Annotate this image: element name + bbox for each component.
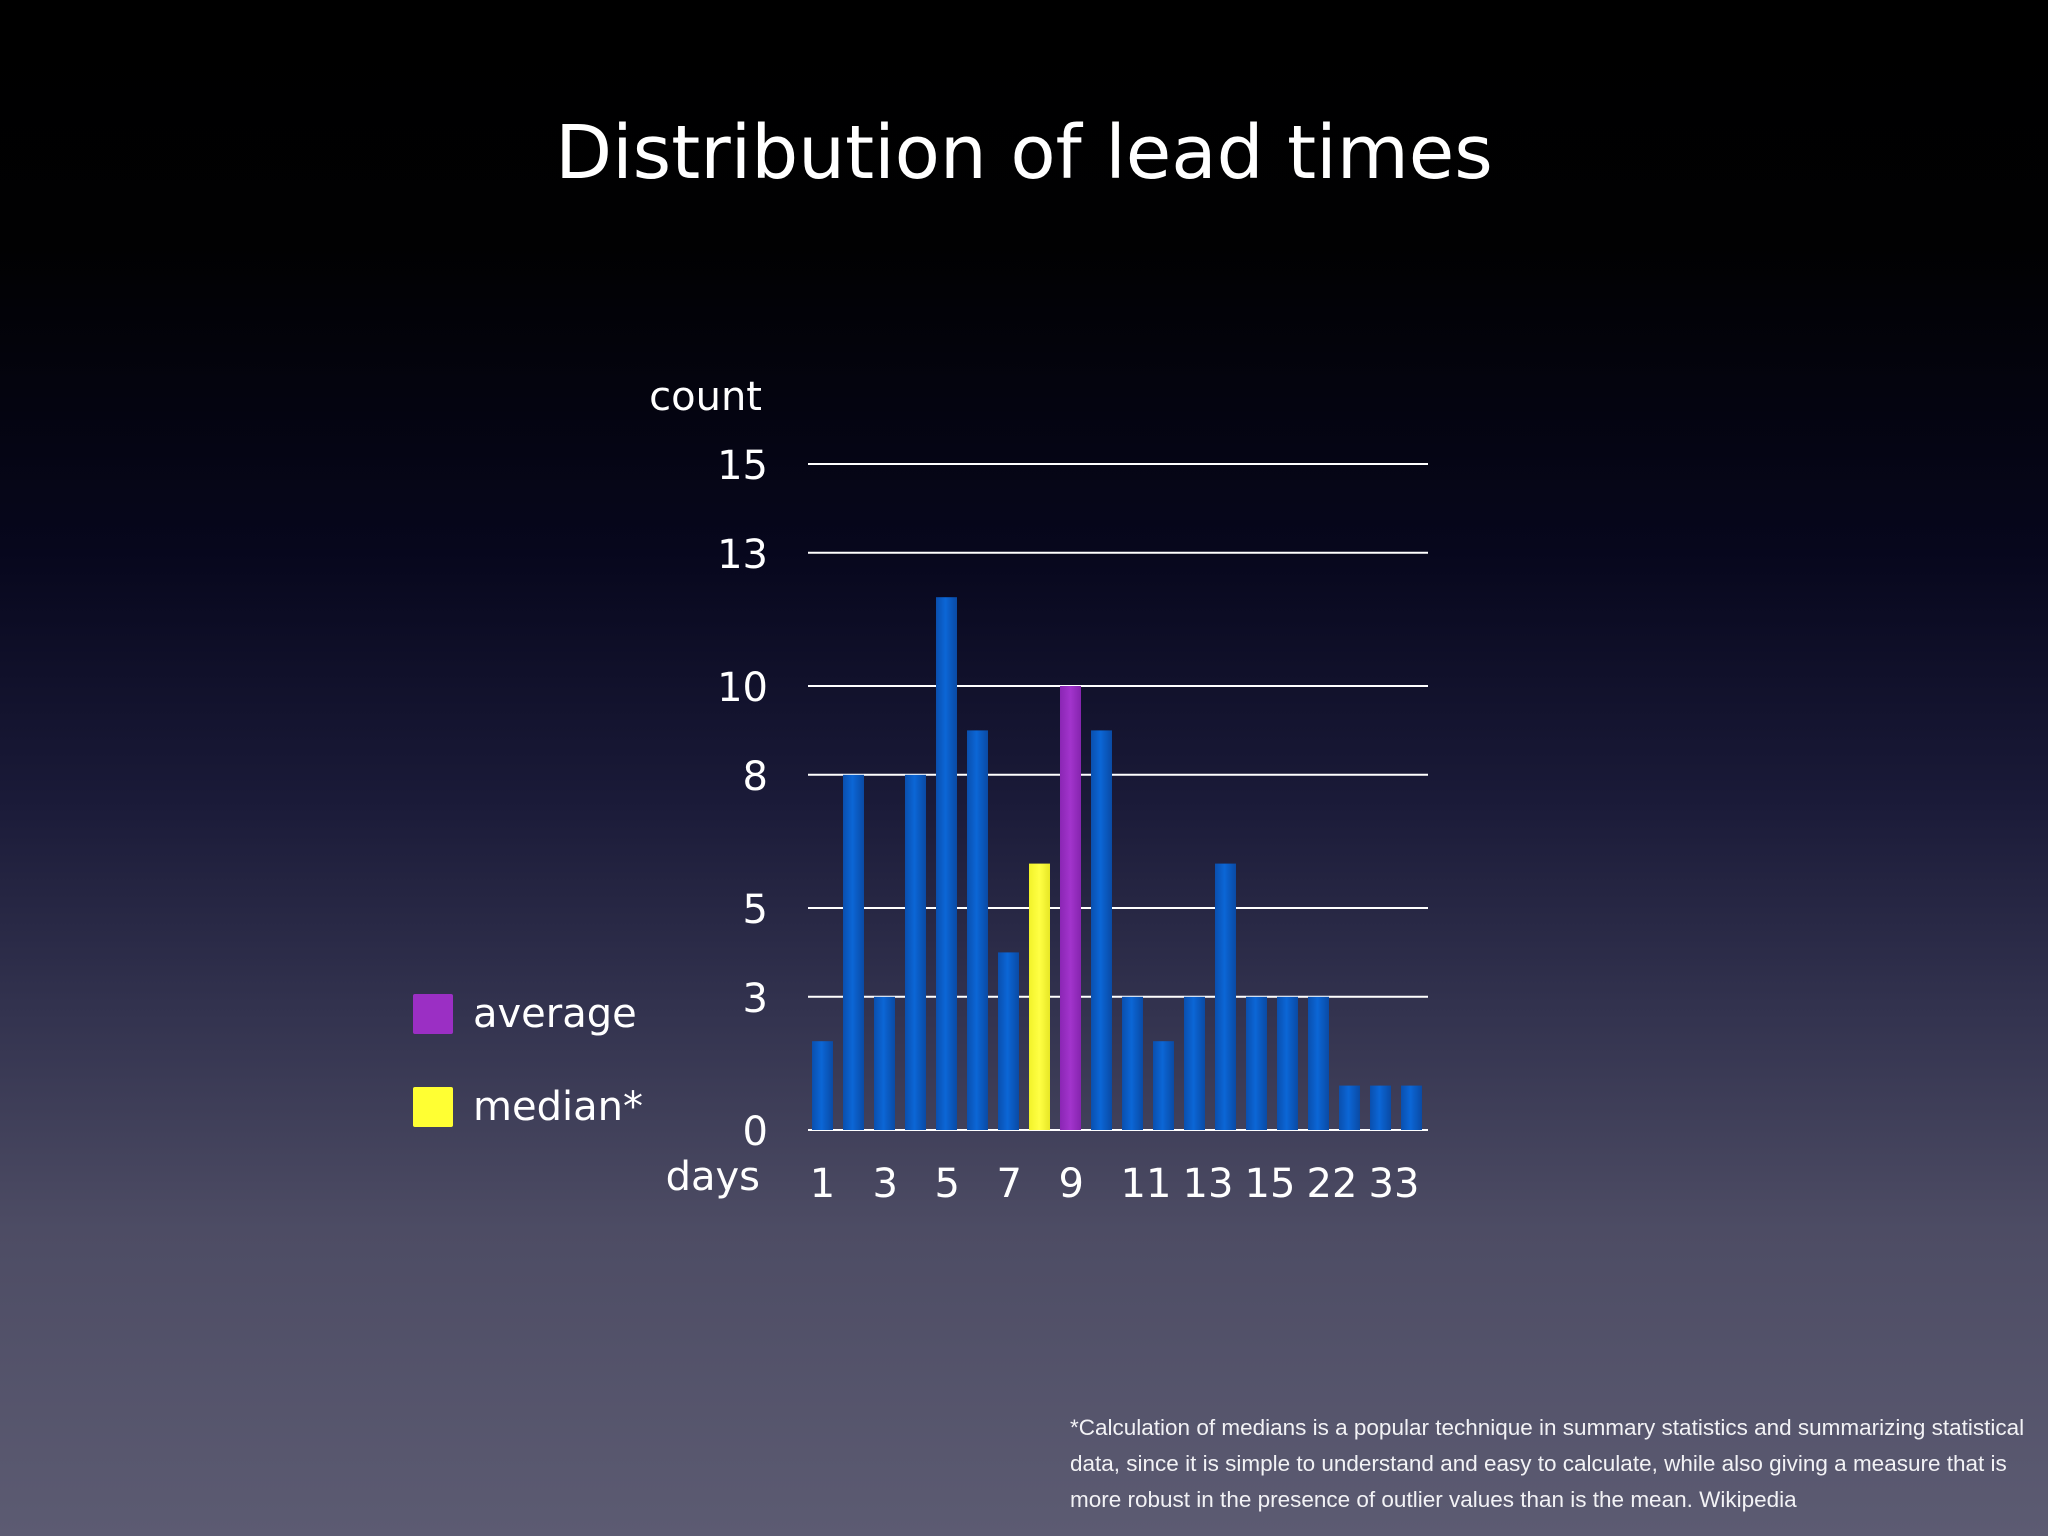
y-tick-label: 15	[717, 443, 768, 489]
y-axis-label: count	[649, 374, 762, 420]
x-tick-label: 11	[1121, 1161, 1172, 1207]
legend-median: median*	[413, 1084, 643, 1130]
bar	[874, 996, 895, 1130]
legend-average: average	[413, 991, 637, 1037]
legend-average-swatch	[413, 994, 453, 1034]
bar	[843, 774, 864, 1130]
x-tick-labels: 1 3 5 7 9 11 13 15 22 33	[810, 1161, 1420, 1207]
bar	[1184, 996, 1205, 1130]
bar	[1091, 730, 1112, 1130]
x-tick-label: 22	[1307, 1161, 1358, 1207]
bar	[1401, 1085, 1422, 1130]
y-tick-label: 3	[743, 976, 768, 1022]
y-tick-labels: 0 3 5 8 10 13 15	[717, 443, 768, 1155]
bar	[1370, 1085, 1391, 1130]
x-tick-label: 1	[810, 1161, 835, 1207]
legend-average-label: average	[473, 991, 637, 1037]
bar	[1308, 996, 1329, 1130]
bars	[812, 597, 1422, 1130]
y-tick-label: 10	[717, 665, 768, 711]
x-axis-label: days	[666, 1154, 760, 1200]
x-tick-label: 15	[1245, 1161, 1296, 1207]
bar	[936, 597, 957, 1130]
bar	[967, 730, 988, 1130]
bar	[905, 774, 926, 1130]
legend-median-label: median*	[473, 1084, 643, 1130]
x-tick-label: 3	[873, 1161, 898, 1207]
bar	[1246, 996, 1267, 1130]
slide-title: Distribution of lead times	[555, 110, 1493, 196]
bar	[998, 952, 1019, 1130]
bar	[1122, 996, 1143, 1130]
bar	[812, 1041, 833, 1130]
y-tick-label: 0	[743, 1109, 768, 1155]
x-tick-label: 33	[1369, 1161, 1420, 1207]
bar	[1339, 1085, 1360, 1130]
bar-average	[1060, 686, 1081, 1130]
bar-median	[1029, 863, 1050, 1130]
bar	[1153, 1041, 1174, 1130]
bar	[1277, 996, 1298, 1130]
footnote: *Calculation of medians is a popular tec…	[1070, 1415, 2025, 1512]
x-tick-label: 9	[1059, 1161, 1084, 1207]
x-tick-label: 7	[997, 1161, 1022, 1207]
bar	[1215, 863, 1236, 1130]
legend-median-swatch	[413, 1087, 453, 1127]
x-tick-label: 5	[935, 1161, 960, 1207]
grid-lines	[808, 463, 1428, 1131]
y-tick-label: 13	[717, 532, 768, 578]
x-tick-label: 13	[1183, 1161, 1234, 1207]
y-tick-label: 5	[743, 887, 768, 933]
y-tick-label: 8	[743, 754, 768, 800]
